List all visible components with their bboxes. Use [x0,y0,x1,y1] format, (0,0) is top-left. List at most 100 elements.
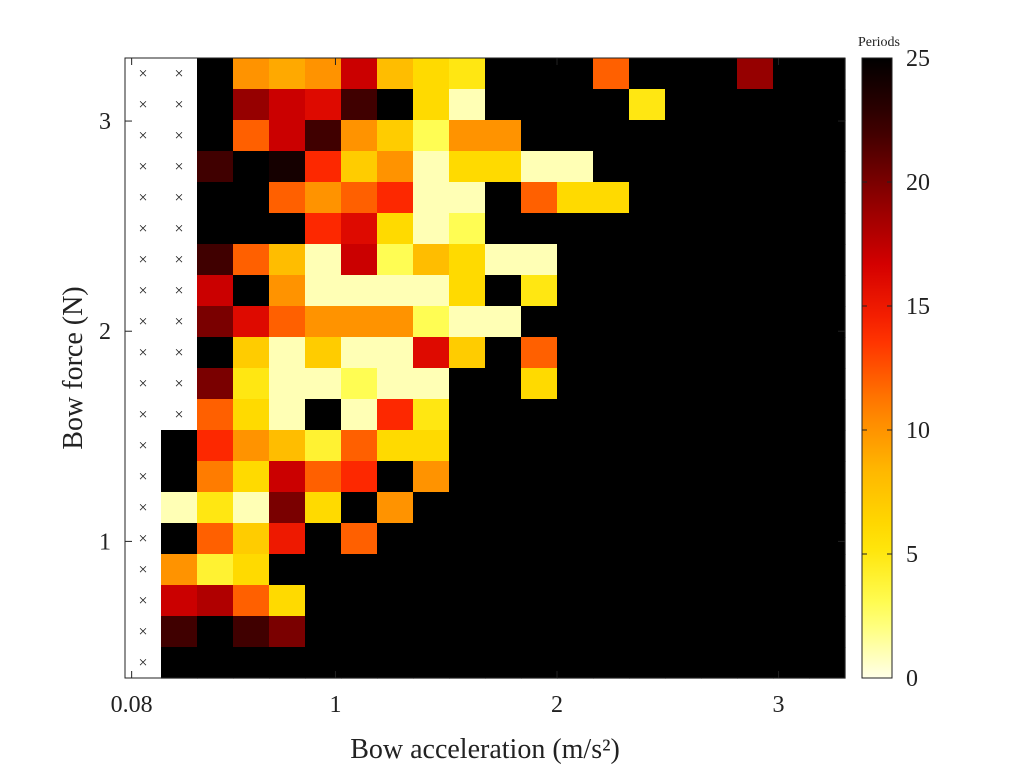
heatmap-cell [413,337,450,369]
heatmap-cell [593,306,630,338]
heatmap-cell [449,213,486,245]
colorbar-title: Periods [858,35,900,50]
heatmap-cell [557,647,594,679]
heatmap-cell [593,120,630,152]
heatmap-cell [737,461,774,493]
heatmap-cell [809,89,846,121]
no-data-marker: × [174,66,183,83]
heatmap-cell [341,244,378,276]
heatmap-cell [305,275,342,307]
heatmap-cell [521,58,558,90]
y-tick-label: 1 [99,529,111,555]
heatmap-cell [809,585,846,617]
heatmap-cell [449,89,486,121]
heatmap-cell [521,616,558,648]
heatmap-cell [701,647,738,679]
heatmap-cell [485,616,522,648]
heatmap-cell [773,461,810,493]
heatmap-cell [629,399,666,431]
heatmap-cell [377,275,414,307]
heatmap-cell [341,275,378,307]
heatmap-cell [629,523,666,555]
heatmap-cell [557,151,594,183]
heatmap-cell [485,647,522,679]
heatmap-cell [629,430,666,462]
heatmap-cell [629,616,666,648]
heatmap-cell [341,647,378,679]
heatmap-cell [629,275,666,307]
heatmap-cell [161,585,198,617]
heatmap-cell [773,492,810,524]
heatmap-cell [269,89,306,121]
heatmap-cell [737,213,774,245]
heatmap-cell [773,399,810,431]
heatmap-cell [701,213,738,245]
heatmap-cell [521,647,558,679]
heatmap-cell [341,554,378,586]
heatmap-cell [737,244,774,276]
heatmap-cell [485,368,522,400]
heatmap-cell [341,120,378,152]
heatmap-cell [521,430,558,462]
heatmap-cell [197,430,234,462]
colorbar [861,57,893,679]
heatmap-cell [197,399,234,431]
heatmap-cell [557,244,594,276]
heatmap-cell [809,461,846,493]
heatmap-cell [485,89,522,121]
heatmap-cell [737,523,774,555]
heatmap-cell [413,647,450,679]
heatmap-cell [449,554,486,586]
heatmap-cell [341,461,378,493]
heatmap-cell [197,275,234,307]
heatmap-cell [773,616,810,648]
heatmap-cell [233,89,270,121]
heatmap-cell [341,213,378,245]
heatmap-cell [701,430,738,462]
heatmap-cell [269,306,306,338]
heatmap-cell [665,306,702,338]
heatmap-cell [521,368,558,400]
no-data-marker: × [138,624,147,641]
no-data-marker: × [138,97,147,114]
heatmap-cell [341,89,378,121]
heatmap-cell [341,585,378,617]
heatmap-cell [629,554,666,586]
heatmap-cell [233,399,270,431]
heatmap-cell [305,430,342,462]
heatmap-cell [773,89,810,121]
heatmap-cell [449,151,486,183]
heatmap-cell [269,523,306,555]
heatmap-cell [377,337,414,369]
y-axis-ticks: 1 2 3 [99,109,845,555]
heatmap-cell [161,430,198,462]
heatmap-cell [377,554,414,586]
heatmap-cell [485,337,522,369]
no-data-marker: × [138,314,147,331]
heatmap-cell [593,554,630,586]
heatmap-cell [737,120,774,152]
heatmap-cell [593,58,630,90]
heatmap-cell [485,461,522,493]
heatmap-cell [665,616,702,648]
heatmap-cell [305,182,342,214]
heatmap-cell [773,306,810,338]
heatmap-cell [629,461,666,493]
heatmap-cell [449,430,486,462]
heatmap-cell [593,182,630,214]
no-data-marker: × [138,500,147,517]
heatmap-cell [665,275,702,307]
heatmap-cell [341,492,378,524]
heatmap-cell [773,213,810,245]
heatmap-cell [593,368,630,400]
heatmap-cell [809,399,846,431]
heatmap-cell [665,182,702,214]
heatmap-cell [665,585,702,617]
heatmap-cell [773,585,810,617]
heatmap-cell [413,151,450,183]
heatmap-cell [557,306,594,338]
heatmap-cell [629,213,666,245]
heatmap-cell [521,89,558,121]
colorbar-tick-label: 20 [906,170,930,196]
heatmap-cell [233,554,270,586]
